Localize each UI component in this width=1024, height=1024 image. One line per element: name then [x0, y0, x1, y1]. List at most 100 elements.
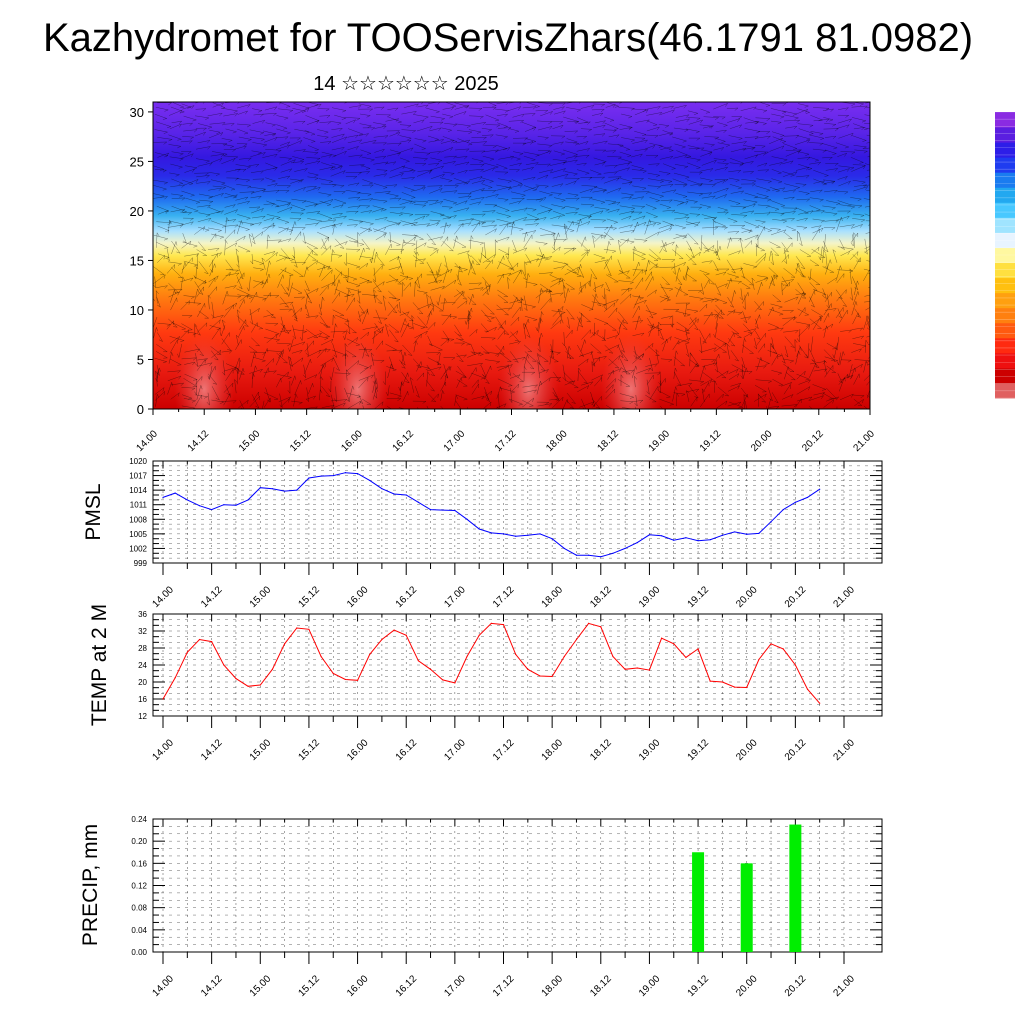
data-point — [429, 508, 432, 511]
data-point — [806, 688, 809, 690]
y-tick-label: 1014 — [129, 486, 147, 495]
x-tick-label: 20.00 — [734, 973, 760, 999]
data-point — [551, 538, 553, 540]
data-point — [296, 627, 298, 629]
heatmap-x-tick-label: 14.00 — [134, 428, 160, 454]
colorbar-segment — [995, 322, 1015, 339]
heatmap-field — [153, 102, 870, 409]
data-point — [344, 472, 347, 474]
x-tick-label: 16.00 — [345, 584, 371, 610]
x-tick-label: 14.12 — [199, 584, 225, 610]
data-point — [271, 488, 274, 490]
data-point — [806, 496, 809, 499]
data-point — [454, 509, 456, 512]
panel-frame — [152, 818, 883, 953]
data-point — [502, 533, 505, 535]
data-point — [673, 539, 675, 541]
colorbar-segment — [995, 217, 1015, 233]
colorbar-segment — [995, 112, 1015, 128]
data-point — [782, 508, 784, 511]
data-point — [746, 533, 748, 535]
x-tick-label: 20.00 — [734, 737, 760, 763]
wind-vectors — [153, 102, 870, 409]
data-point — [369, 653, 371, 655]
data-point — [308, 477, 310, 479]
data-point — [405, 494, 407, 496]
x-tick-label: 17.12 — [491, 973, 517, 999]
data-point — [527, 534, 529, 536]
data-point — [478, 634, 480, 636]
data-point — [308, 628, 310, 630]
x-tick-label: 18.12 — [588, 584, 614, 610]
data-point — [660, 535, 663, 537]
x-tick-label: 14.12 — [199, 737, 225, 763]
x-tick-label: 15.12 — [296, 584, 322, 610]
y-tick-label: 0.08 — [131, 904, 147, 913]
heatmap-x-tick-label: 17.12 — [493, 428, 519, 454]
data-point — [381, 488, 383, 490]
data-point — [198, 505, 201, 507]
heatmap-y-tick-label: 5 — [137, 352, 144, 367]
heatmap-y-tick-label: 10 — [130, 303, 144, 318]
x-tick-label: 19.00 — [637, 737, 663, 763]
heatmap-warm-cell — [498, 334, 559, 409]
x-tick-label: 15.12 — [296, 737, 322, 763]
data-point — [198, 638, 201, 641]
precip-bar — [789, 824, 802, 952]
data-point — [393, 629, 395, 631]
heatmap-warm-cell — [174, 334, 235, 409]
x-tick-label: 20.00 — [734, 584, 760, 610]
heatmap-x-tick-label: 16.12 — [391, 428, 417, 454]
colorbar-segment — [995, 172, 1015, 188]
data-point — [502, 624, 505, 626]
heatmap-y-tick-label: 0 — [137, 402, 144, 417]
data-point — [794, 664, 796, 666]
data-point — [284, 490, 286, 492]
y-tick-label: 1008 — [129, 515, 147, 524]
data-point — [174, 492, 176, 494]
data-point — [515, 535, 517, 537]
x-tick-label: 15.00 — [248, 584, 274, 610]
heatmap-x-tick-label: 18.12 — [595, 428, 621, 454]
heatmap-x-tick-label: 19.12 — [698, 428, 724, 454]
data-point — [612, 655, 614, 658]
colorbar-segment — [995, 142, 1015, 158]
data-point — [673, 643, 675, 645]
y-tick-label: 20 — [138, 678, 147, 687]
colorbar-segment — [995, 202, 1015, 218]
data-point — [259, 487, 261, 489]
x-tick-label: 20.12 — [783, 737, 809, 763]
x-tick-label: 16.12 — [394, 973, 420, 999]
y-tick-label: 0.16 — [131, 859, 147, 868]
data-point — [782, 648, 784, 650]
data-point — [296, 489, 298, 491]
x-tick-label: 16.00 — [345, 737, 371, 763]
x-tick-label: 20.12 — [783, 973, 809, 999]
heatmap-x-tick-label: 14.12 — [186, 428, 212, 454]
data-point — [162, 496, 164, 499]
series-line — [162, 622, 821, 704]
x-tick-label: 19.12 — [686, 584, 712, 610]
data-point — [320, 475, 322, 477]
x-tick-label: 17.00 — [442, 737, 468, 763]
y-tick-label: 28 — [138, 644, 147, 653]
heatmap-x-tick-label: 16.00 — [339, 428, 365, 454]
data-point — [819, 488, 821, 490]
data-point — [575, 554, 578, 556]
data-point — [648, 669, 651, 671]
y-tick-label: 0.04 — [131, 926, 147, 935]
x-tick-label: 18.12 — [588, 737, 614, 763]
data-point — [563, 547, 565, 550]
heatmap-x-tick-label: 20.12 — [800, 428, 826, 454]
x-tick-label: 17.00 — [442, 973, 468, 999]
y-tick-label: 999 — [134, 559, 148, 568]
x-tick-label: 16.12 — [394, 737, 420, 763]
data-point — [648, 534, 651, 536]
y-tick-label: 12 — [138, 712, 147, 721]
data-point — [697, 540, 699, 542]
x-tick-label: 19.00 — [637, 973, 663, 999]
data-point — [211, 508, 213, 511]
data-point — [588, 622, 590, 624]
heatmap-x-tick-label: 19.00 — [647, 428, 673, 454]
